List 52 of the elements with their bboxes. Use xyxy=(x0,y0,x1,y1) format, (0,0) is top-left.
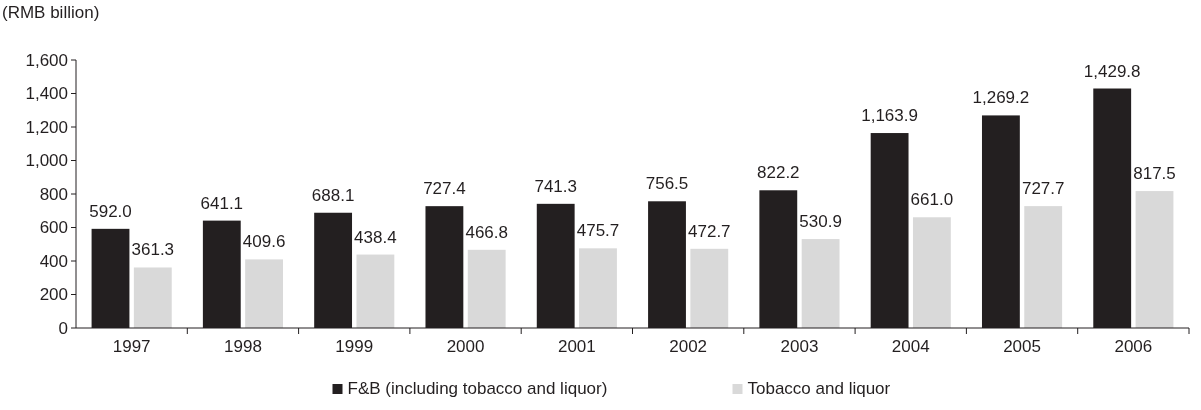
bar xyxy=(912,217,951,328)
legend-label: Tobacco and liquor xyxy=(747,379,891,398)
bar xyxy=(801,239,840,328)
y-tick-label: 1,200 xyxy=(25,117,68,137)
x-tick-label: 2005 xyxy=(1003,337,1041,356)
bar xyxy=(579,248,617,328)
bar xyxy=(133,267,172,328)
bar xyxy=(356,254,395,328)
data-label: 817.5 xyxy=(1133,164,1176,184)
x-tick-label: 2004 xyxy=(891,337,930,356)
data-label: 741.3 xyxy=(534,176,577,196)
data-label: 409.6 xyxy=(242,232,286,252)
y-tick-label: 1,000 xyxy=(25,151,68,171)
bar xyxy=(1135,191,1174,328)
bar xyxy=(245,259,284,328)
data-label: 727.4 xyxy=(423,179,466,199)
x-tick-label: 2003 xyxy=(780,337,819,356)
x-tick-label: 1997 xyxy=(112,337,151,356)
data-label: 438.4 xyxy=(354,227,397,247)
y-tick-label: 600 xyxy=(39,218,68,238)
data-label: 1,269.2 xyxy=(972,88,1030,108)
data-label: 530.9 xyxy=(799,212,842,232)
x-tick-label: 1999 xyxy=(335,337,374,356)
legend-label: F&B (including tobacco and liquor) xyxy=(347,379,608,398)
y-tick-label: 1,400 xyxy=(25,84,68,104)
data-label: 472.7 xyxy=(688,221,731,241)
data-label: 727.7 xyxy=(1021,179,1065,199)
data-label: 466.8 xyxy=(465,222,508,242)
bar xyxy=(467,249,506,328)
bar xyxy=(690,248,729,328)
x-tick-label: 1998 xyxy=(224,337,262,356)
y-axis-title: (RMB billion) xyxy=(2,3,100,22)
bar xyxy=(1024,206,1063,328)
data-label: 688.1 xyxy=(311,185,355,205)
y-tick-label: 800 xyxy=(39,184,68,204)
data-label: 641.1 xyxy=(200,193,244,213)
data-label: 1,163.9 xyxy=(861,106,918,126)
y-tick-label: 1,600 xyxy=(25,50,68,70)
y-tick-label: 0 xyxy=(58,318,68,338)
data-label: 756.5 xyxy=(645,174,689,194)
data-label: 592.0 xyxy=(89,201,132,221)
data-label: 822.2 xyxy=(757,163,800,183)
x-tick-label: 2000 xyxy=(446,337,485,356)
x-tick-label: 2002 xyxy=(669,337,708,356)
data-label: 1,429.8 xyxy=(1083,61,1141,81)
data-label: 661.0 xyxy=(910,190,954,210)
x-tick-label: 2006 xyxy=(1114,337,1153,356)
y-tick-label: 200 xyxy=(39,285,68,305)
y-tick-label: 400 xyxy=(39,251,68,271)
data-label: 361.3 xyxy=(131,240,175,260)
data-label: 475.7 xyxy=(576,221,620,241)
x-tick-label: 2001 xyxy=(557,337,596,356)
